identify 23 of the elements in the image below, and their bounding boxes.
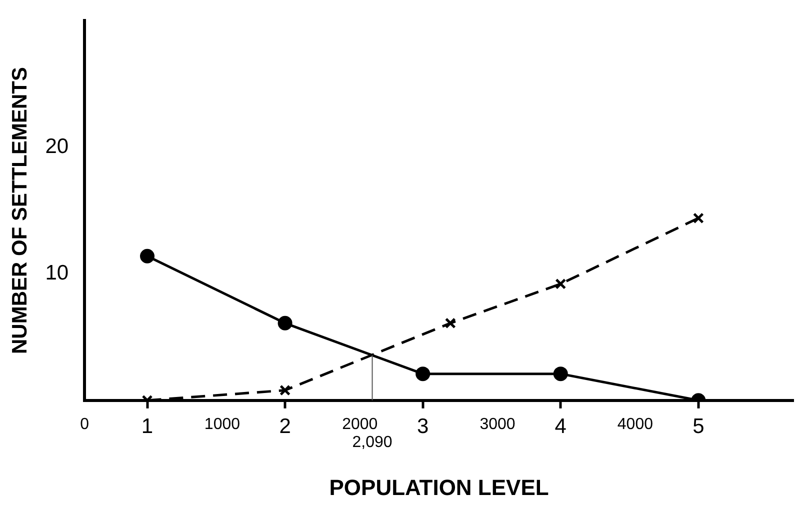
y-tick-label: 20 <box>45 134 69 158</box>
y-axis-title: NUMBER OF SETTLEMENTS <box>8 67 32 354</box>
ref-line-label: 2,090 <box>352 434 392 451</box>
x-axis-title: POPULATION LEVEL <box>329 474 549 500</box>
x-tick-label: 3 <box>416 414 429 438</box>
x-tick-label: 4 <box>554 414 567 438</box>
y-tick-label: 10 <box>45 262 69 285</box>
x2-tick-label: 0 <box>80 416 90 433</box>
point <box>280 384 291 396</box>
x-tick-label: 5 <box>692 414 704 438</box>
x-tick-label: 1 <box>141 414 154 438</box>
point <box>555 278 566 290</box>
x2-tick-label: 4000 <box>617 416 654 433</box>
x2-tick-label: 2000 <box>342 416 378 433</box>
x2-tick-label: 1000 <box>204 416 240 433</box>
point <box>278 316 292 330</box>
x2-tick-label: 3000 <box>480 416 516 433</box>
point <box>444 318 456 329</box>
point <box>140 248 155 264</box>
point <box>416 366 430 382</box>
point <box>692 212 704 224</box>
point <box>553 366 568 382</box>
x-tick-label: 2 <box>279 414 291 438</box>
